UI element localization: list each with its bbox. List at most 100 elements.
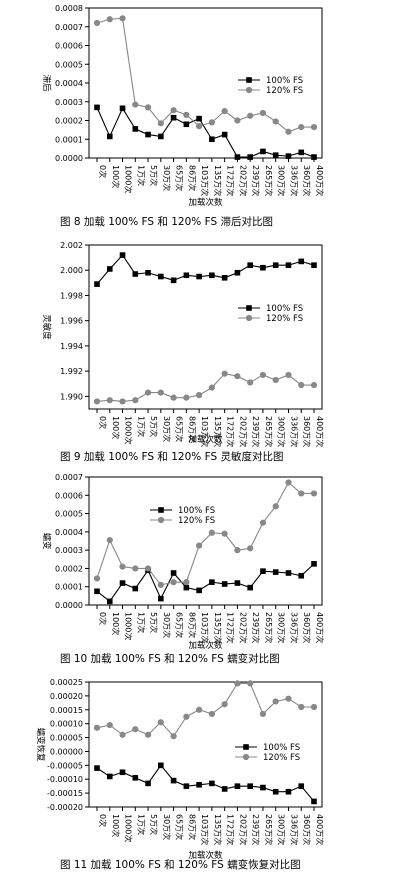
data-point — [234, 154, 241, 160]
data-point — [94, 104, 100, 111]
x-tick-label: 360万次 — [302, 416, 312, 447]
data-point — [93, 398, 101, 405]
y-tick-label: -0.00010 — [47, 775, 83, 784]
data-point — [170, 107, 177, 114]
data-point — [247, 584, 253, 591]
chart-10: 0.0000 0.0001 0.0002 0.0003 0.0004 0.0005 0.00… — [41, 473, 325, 665]
data-point — [119, 563, 126, 570]
x-tick-label: 1000次 — [124, 814, 134, 842]
x-tick-label: 300万次 — [277, 416, 287, 447]
x-tick-label: 5万次 — [149, 612, 159, 633]
x-tick-label: 300万次 — [277, 165, 287, 196]
data-point — [209, 136, 215, 143]
data-point — [285, 153, 292, 159]
x-tick-label: 172万次 — [226, 165, 236, 196]
data-point — [183, 713, 190, 720]
data-point — [272, 503, 279, 510]
plot-frame — [88, 681, 323, 808]
x-tick-label: 1万次 — [136, 416, 146, 437]
data-point — [298, 149, 305, 156]
legend-marker — [245, 314, 253, 322]
x-tick-label: 265万次 — [264, 416, 274, 447]
x-tick-label: 1万次 — [136, 165, 146, 186]
x-tick-label: 86万次 — [187, 612, 197, 638]
series-line-100fs — [96, 254, 315, 285]
data-point — [119, 252, 126, 258]
legend-marker — [245, 86, 253, 94]
x-tick-label: 0次 — [98, 612, 108, 625]
data-point — [196, 706, 203, 713]
data-point — [311, 154, 317, 160]
x-tick-label: 100次 — [111, 416, 121, 439]
data-point — [285, 128, 292, 135]
y-tick-label: 0.0004 — [55, 79, 83, 88]
data-point — [259, 710, 267, 718]
legend-label: 100% FS — [178, 506, 215, 516]
data-point — [221, 530, 228, 537]
data-point — [272, 152, 279, 158]
y-tick-label: 0.0002 — [55, 564, 83, 573]
y-tick-label: 0.0005 — [55, 510, 83, 519]
data-point — [196, 781, 202, 788]
data-point — [221, 370, 228, 377]
legend-label: 100% FS — [266, 304, 303, 314]
x-tick-label: 103万次 — [200, 814, 210, 845]
x-tick-label: 135万次 — [213, 814, 223, 845]
data-point — [106, 536, 113, 544]
y-tick-label: 0.0003 — [55, 546, 83, 555]
y-tick-label: 1.992 — [60, 367, 83, 376]
data-point — [310, 703, 318, 711]
x-tick-label: 30万次 — [162, 814, 172, 840]
data-point — [247, 112, 254, 119]
data-point — [183, 111, 190, 118]
legend-label: 100% FS — [266, 76, 303, 86]
data-point — [285, 262, 292, 268]
data-point — [272, 569, 279, 575]
data-point — [208, 119, 215, 126]
data-point — [106, 16, 113, 23]
data-point — [132, 101, 139, 108]
x-tick-label: 30万次 — [162, 165, 172, 191]
data-point — [106, 773, 113, 780]
y-tick-label: 0.00005 — [50, 734, 83, 743]
x-tick-label: 1万次 — [136, 612, 146, 633]
series-line-100fs — [96, 764, 315, 802]
y-axis-label: 滞后 — [41, 74, 52, 92]
x-tick-label: 86万次 — [187, 814, 197, 840]
y-tick-label: 0.0007 — [55, 473, 83, 482]
data-point — [144, 731, 152, 738]
data-point — [145, 269, 151, 276]
data-point — [144, 565, 152, 572]
data-point — [196, 115, 202, 122]
x-tick-label: 5万次 — [149, 814, 159, 835]
data-point — [158, 133, 164, 140]
y-tick-label: 0.0004 — [55, 528, 83, 537]
x-tick-label: 86万次 — [187, 416, 197, 442]
data-point — [157, 719, 164, 726]
data-point — [234, 269, 241, 276]
data-point — [234, 580, 241, 586]
y-tick-label: 0.0000 — [55, 154, 83, 163]
data-point — [260, 784, 266, 791]
data-point — [196, 542, 203, 549]
x-tick-label: 400万次 — [315, 814, 325, 845]
data-point — [260, 148, 266, 155]
data-point — [259, 109, 267, 117]
data-point — [196, 273, 202, 280]
x-tick-label: 172万次 — [226, 814, 236, 845]
data-point — [234, 547, 241, 554]
figure-caption: 图 8 加载 100% FS 和 120% FS 滞后对比图 — [60, 215, 273, 228]
series-line-100fs — [96, 563, 315, 603]
y-tick-label: 0.00025 — [50, 678, 83, 687]
x-tick-label: 5万次 — [149, 416, 159, 437]
data-point — [145, 780, 151, 787]
data-point — [94, 281, 100, 287]
x-axis-label: 加载次数 — [188, 434, 223, 445]
data-point — [311, 262, 317, 268]
data-point — [183, 121, 190, 128]
data-point — [144, 389, 152, 396]
x-tick-label: 1000次 — [124, 416, 134, 444]
data-point — [272, 118, 279, 125]
